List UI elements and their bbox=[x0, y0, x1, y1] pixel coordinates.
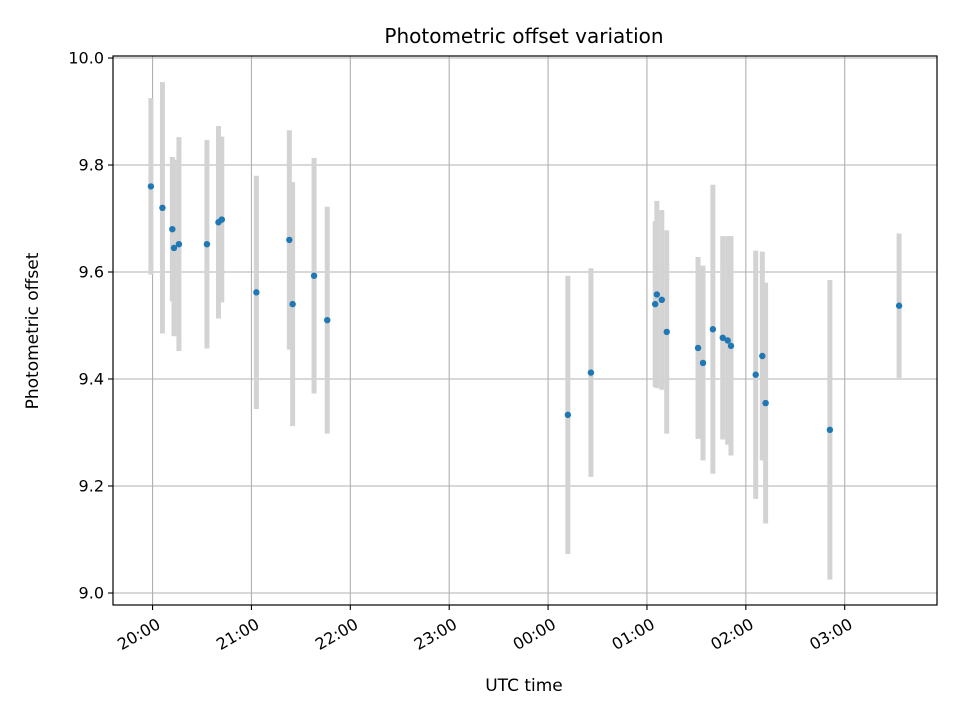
data-point bbox=[203, 240, 211, 248]
y-tick-label: 10.0 bbox=[68, 49, 104, 68]
chart-title: Photometric offset variation bbox=[384, 24, 663, 48]
data-point bbox=[694, 344, 702, 352]
data-point bbox=[147, 183, 155, 190]
data-point bbox=[762, 399, 769, 407]
data-point bbox=[253, 289, 260, 296]
data-point bbox=[719, 334, 726, 342]
data-point bbox=[159, 204, 166, 211]
y-tick-label: 9.2 bbox=[79, 477, 104, 496]
data-point bbox=[724, 337, 731, 344]
data-point bbox=[663, 328, 670, 336]
data-point bbox=[324, 316, 331, 324]
data-points bbox=[147, 183, 903, 434]
y-axis-ticks: 9.0 9.2 9.4 9.6 9.8 10.0 bbox=[68, 49, 113, 603]
plot-frame bbox=[112, 55, 938, 606]
data-point bbox=[658, 296, 665, 304]
y-tick-label: 9.6 bbox=[79, 263, 104, 282]
data-point bbox=[727, 342, 735, 350]
data-point bbox=[564, 411, 572, 419]
data-point bbox=[169, 226, 176, 233]
y-tick-label: 9.0 bbox=[79, 584, 104, 603]
data-point bbox=[709, 326, 717, 333]
data-point bbox=[218, 216, 225, 223]
y-axis-title: Photometric offset bbox=[23, 252, 43, 409]
x-axis-title: UTC time bbox=[485, 676, 563, 696]
data-point bbox=[759, 352, 766, 360]
data-point bbox=[699, 359, 707, 367]
data-point bbox=[286, 236, 293, 244]
data-point bbox=[587, 369, 595, 376]
data-point bbox=[651, 300, 659, 308]
data-point bbox=[170, 244, 178, 252]
data-point bbox=[289, 300, 296, 308]
data-point bbox=[752, 371, 759, 378]
y-tick-label: 9.4 bbox=[79, 370, 104, 389]
grid-lines bbox=[113, 56, 937, 605]
data-point bbox=[826, 426, 834, 434]
y-tick-label: 9.8 bbox=[79, 156, 104, 175]
data-point bbox=[895, 302, 903, 309]
data-point bbox=[310, 272, 318, 279]
data-point bbox=[653, 291, 661, 298]
data-point bbox=[175, 240, 183, 248]
